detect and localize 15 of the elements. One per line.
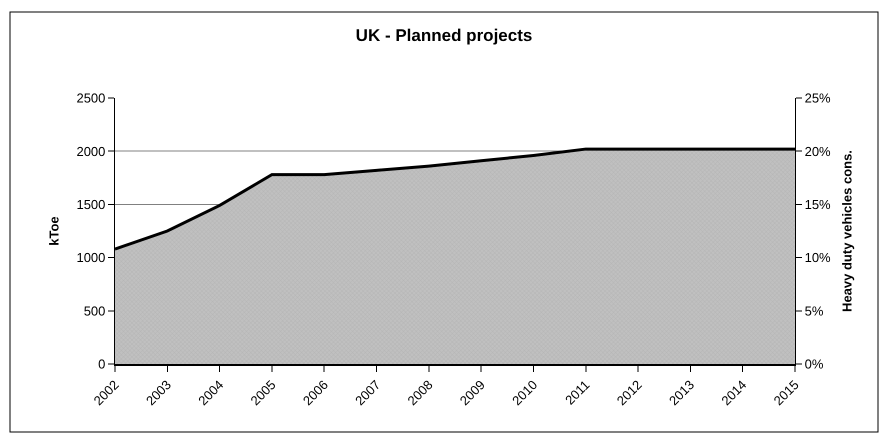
y2-tick-label: 25%: [804, 90, 832, 106]
chart-title: UK - Planned projects: [356, 26, 532, 45]
y2-tick-label: 0%: [804, 356, 824, 372]
y2-tick-label: 10%: [804, 250, 832, 266]
y-tick-label: 2500: [76, 90, 106, 106]
y-tick-label: 1500: [76, 196, 106, 212]
y2-tick-label: 15%: [804, 196, 832, 212]
y2-axis-title: Heavy duty vehicles cons.: [840, 150, 855, 312]
y-tick-label: 1000: [76, 250, 106, 266]
y2-tick-label: 20%: [804, 144, 832, 159]
y-tick-label: 0: [98, 356, 106, 372]
y-tick-label: 500: [84, 303, 106, 318]
y-axis-title: kToe: [46, 216, 62, 246]
y2-tick-label: 5%: [804, 303, 824, 318]
y-tick-label: 2000: [76, 144, 106, 159]
